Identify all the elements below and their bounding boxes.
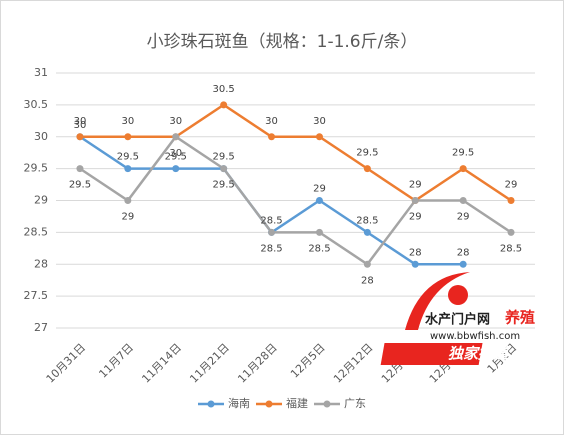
y-tick-label: 30 bbox=[34, 130, 48, 143]
logo-dot bbox=[448, 285, 468, 305]
data-label: 28 bbox=[361, 275, 374, 286]
data-label: 30 bbox=[169, 116, 182, 127]
data-point bbox=[315, 197, 323, 204]
data-label: 30 bbox=[74, 116, 87, 127]
data-label: 30 bbox=[313, 116, 326, 127]
chart-title: 小珍珠石斑鱼（规格：1-1.6斤/条） bbox=[147, 32, 418, 52]
data-point bbox=[459, 165, 467, 173]
series-line bbox=[79, 135, 512, 266]
data-label: 29 bbox=[313, 184, 326, 195]
data-label: 30 bbox=[265, 116, 278, 127]
data-label: 30 bbox=[121, 116, 134, 127]
data-label: 29.5 bbox=[452, 148, 474, 159]
data-point bbox=[459, 260, 467, 268]
data-point bbox=[76, 133, 84, 141]
y-tick-label: 31 bbox=[34, 66, 48, 79]
data-label: 30.5 bbox=[213, 84, 235, 95]
logo-swoosh bbox=[405, 272, 470, 330]
legend-dot bbox=[323, 400, 331, 408]
data-label: 28 bbox=[457, 247, 470, 258]
data-point bbox=[363, 260, 371, 268]
legend-dot bbox=[207, 400, 215, 408]
data-point bbox=[220, 101, 228, 109]
data-point bbox=[172, 133, 180, 141]
data-point bbox=[172, 165, 180, 173]
series-line bbox=[79, 103, 512, 203]
y-tick-label: 29 bbox=[34, 194, 48, 207]
data-point bbox=[507, 197, 515, 204]
data-point bbox=[411, 197, 419, 204]
data-label: 29.5 bbox=[213, 152, 235, 163]
data-label: 30 bbox=[74, 120, 87, 131]
data-label: 28.5 bbox=[500, 243, 522, 254]
data-label: 29.5 bbox=[356, 148, 378, 159]
data-label: 28.5 bbox=[308, 243, 330, 254]
data-label: 29 bbox=[409, 180, 422, 191]
y-tick-label: 28 bbox=[34, 257, 48, 270]
watermark-brand: 水产门户网 bbox=[425, 312, 490, 328]
data-label: 29 bbox=[121, 212, 134, 223]
legend-dot bbox=[265, 400, 273, 408]
data-point bbox=[124, 165, 132, 173]
data-label: 29 bbox=[505, 180, 518, 191]
y-tick-label: 28.5 bbox=[24, 225, 49, 238]
data-point bbox=[315, 228, 323, 236]
data-label: 30 bbox=[169, 148, 182, 159]
data-point bbox=[363, 228, 371, 236]
watermark-badge-bg bbox=[380, 343, 483, 365]
watermark-url: www.bbwfish.com bbox=[430, 331, 520, 342]
legend-label: 广东 bbox=[344, 397, 366, 410]
data-label: 29.5 bbox=[213, 180, 235, 191]
data-label: 29.5 bbox=[69, 180, 91, 191]
data-label: 29.5 bbox=[165, 152, 187, 163]
data-point bbox=[363, 165, 371, 173]
data-point bbox=[220, 165, 228, 173]
data-point bbox=[411, 260, 419, 268]
data-point bbox=[315, 133, 323, 141]
data-label: 28.5 bbox=[260, 243, 282, 254]
legend-label: 福建 bbox=[286, 396, 308, 410]
data-point bbox=[507, 228, 515, 236]
data-point bbox=[76, 165, 84, 173]
y-tick-label: 30.5 bbox=[24, 98, 49, 111]
y-tick-label: 27 bbox=[34, 321, 48, 334]
watermark-badge: 独家报道 bbox=[448, 345, 511, 363]
data-label: 29 bbox=[409, 212, 422, 223]
legend-label: 海南 bbox=[228, 396, 250, 410]
data-label: 28 bbox=[409, 247, 422, 258]
data-label: 28.5 bbox=[260, 215, 282, 226]
data-point bbox=[459, 197, 467, 204]
data-label: 29.5 bbox=[117, 152, 139, 163]
data-point bbox=[268, 133, 276, 141]
data-point bbox=[124, 197, 132, 204]
data-point bbox=[268, 228, 276, 236]
data-label: 29 bbox=[457, 212, 470, 223]
watermark-tag: 养殖 bbox=[504, 309, 535, 327]
watermark: 水产门户网 养殖 www.bbwfish.com 独家报道 bbox=[380, 272, 535, 365]
y-tick-label: 29.5 bbox=[24, 162, 49, 175]
y-tick-label: 27.5 bbox=[24, 289, 49, 302]
data-label: 28.5 bbox=[356, 215, 378, 226]
data-point bbox=[124, 133, 132, 141]
